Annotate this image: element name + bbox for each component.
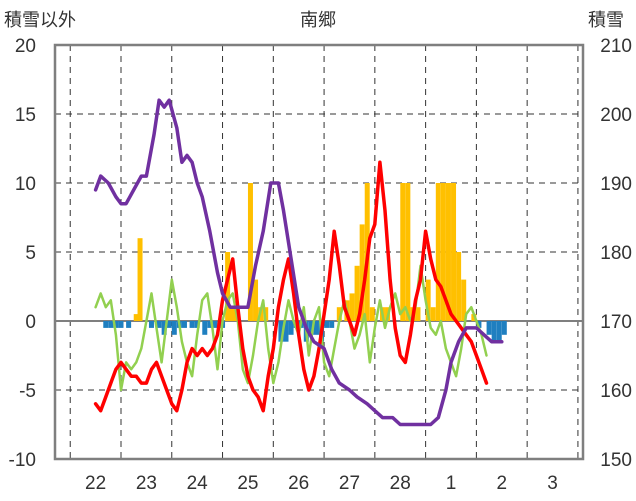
precip-bar-negative xyxy=(194,321,200,328)
precip-bar-negative xyxy=(156,321,162,328)
precip-bar xyxy=(253,279,259,321)
precip-bar-negative xyxy=(288,321,294,335)
right-tick-label: 190 xyxy=(600,174,632,195)
precip-bar xyxy=(440,183,446,321)
precip-bar-negative xyxy=(189,321,195,328)
x-tick-label: 24 xyxy=(187,473,209,494)
precip-bar xyxy=(405,183,411,321)
precip-bar xyxy=(415,307,421,321)
temperature-line xyxy=(93,160,489,413)
precip-bar xyxy=(456,252,462,321)
x-tick-label: 25 xyxy=(237,473,258,494)
precip-bar-negative xyxy=(278,321,284,342)
precip-bar xyxy=(349,293,355,321)
x-tick-label: 27 xyxy=(339,473,360,494)
precip-bar-negative xyxy=(486,321,492,335)
precip-bar xyxy=(354,265,360,321)
precip-bar-negative xyxy=(103,321,109,328)
precip-bar xyxy=(461,279,467,321)
left-tick-label: 5 xyxy=(25,243,36,264)
precip-bar-negative xyxy=(329,321,335,328)
precip-bar xyxy=(430,307,436,321)
precip-bar xyxy=(425,279,431,321)
x-tick-label: 1 xyxy=(446,473,457,494)
plot-border xyxy=(53,43,585,461)
precip-bar-negative xyxy=(148,321,154,328)
left-tick-label: -10 xyxy=(9,450,36,471)
x-tick-label: 2 xyxy=(496,473,507,494)
x-tick-label: 26 xyxy=(288,473,309,494)
precip-bar-negative xyxy=(108,321,114,328)
precip-bar-negative xyxy=(501,321,507,335)
precip-bar xyxy=(228,307,234,321)
precip-bar-negative xyxy=(324,321,330,328)
chart-title: 南郷 xyxy=(300,10,336,31)
plot-frame xyxy=(53,43,585,461)
precip-bar-negative xyxy=(166,321,172,328)
precip-bar-negative xyxy=(491,321,497,342)
x-tick-label: 22 xyxy=(85,473,106,494)
left-tick-label: 20 xyxy=(15,36,36,57)
left-tick-label: 0 xyxy=(25,312,36,333)
right-tick-label: 150 xyxy=(600,450,632,471)
x-tick-label: 28 xyxy=(390,473,411,494)
precip-bar xyxy=(451,183,457,321)
precip-bar-negative xyxy=(212,321,218,328)
left-axis-label: 積雪以外 xyxy=(4,10,76,31)
precip-bar xyxy=(359,224,365,321)
precip-bar-negative xyxy=(118,321,124,328)
precip-bar xyxy=(232,307,238,321)
precip-bar-negative xyxy=(161,321,167,335)
precip-bar xyxy=(400,183,406,321)
precip-bar-negative xyxy=(171,321,177,335)
right-tick-label: 180 xyxy=(600,243,632,264)
precip-bar-negative xyxy=(283,321,289,342)
x-tick-label: 3 xyxy=(547,473,558,494)
left-tick-label: 15 xyxy=(15,105,36,126)
right-axis-label: 積雪 xyxy=(588,10,624,31)
precip-bar xyxy=(369,307,375,321)
precip-bar-negative xyxy=(202,321,208,335)
series-lines xyxy=(93,98,504,427)
precip-bar xyxy=(445,183,451,321)
precip-bar xyxy=(247,183,253,321)
left-tick-label: -5 xyxy=(19,381,36,402)
precip-bar-negative xyxy=(181,321,187,328)
precip-bar xyxy=(336,307,342,321)
snow-depth-line xyxy=(93,98,504,427)
precip-bar xyxy=(133,314,139,321)
right-tick-label: 210 xyxy=(600,36,632,57)
precip-bar-negative xyxy=(207,321,213,328)
precip-bar xyxy=(137,238,143,321)
precip-bar-negative xyxy=(313,321,319,335)
right-tick-label: 170 xyxy=(600,312,632,333)
right-tick-label: 200 xyxy=(600,105,632,126)
precip-bar-negative xyxy=(126,321,132,328)
precip-bar-negative xyxy=(113,321,119,328)
right-tick-label: 160 xyxy=(600,381,632,402)
grid xyxy=(55,45,583,459)
precip-bar-negative xyxy=(496,321,502,342)
left-tick-label: 10 xyxy=(15,174,36,195)
precip-bar-negative xyxy=(308,321,314,335)
precip-bar xyxy=(435,183,441,321)
x-tick-label: 23 xyxy=(136,473,157,494)
